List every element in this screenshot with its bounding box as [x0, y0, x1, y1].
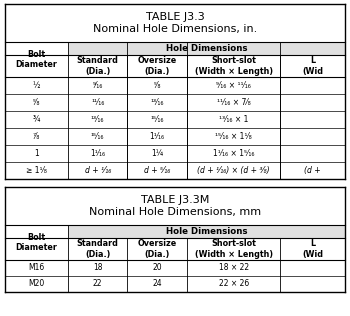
Text: Bolt
Diameter: Bolt Diameter — [15, 233, 57, 252]
Text: ⁵⁄₈: ⁵⁄₈ — [153, 81, 161, 90]
Text: ⁹⁄₁₆: ⁹⁄₁₆ — [92, 81, 103, 90]
Text: Oversize
(Dia.): Oversize (Dia.) — [138, 56, 177, 76]
Text: ⁹⁄₁₆ × ¹¹⁄₁₆: ⁹⁄₁₆ × ¹¹⁄₁₆ — [216, 81, 251, 90]
Text: Hole Dimensions: Hole Dimensions — [166, 44, 247, 53]
Text: 20: 20 — [152, 264, 162, 272]
Text: ½: ½ — [33, 81, 40, 90]
Text: ≥ 1¹⁄₈: ≥ 1¹⁄₈ — [26, 166, 47, 175]
Text: Standard
(Dia.): Standard (Dia.) — [77, 56, 119, 76]
Text: Short-slot
(Width × Length): Short-slot (Width × Length) — [195, 56, 273, 76]
Text: ¹³⁄₁₆: ¹³⁄₁₆ — [91, 115, 104, 124]
Text: Bolt
Diameter: Bolt Diameter — [15, 50, 57, 69]
Text: ¹⁵⁄₁₆: ¹⁵⁄₁₆ — [150, 115, 164, 124]
Text: 1¹⁄₁₆: 1¹⁄₁₆ — [90, 149, 105, 158]
Text: TABLE J3.3
Nominal Hole Dimensions, in.: TABLE J3.3 Nominal Hole Dimensions, in. — [93, 12, 257, 34]
Text: L
(Wid: L (Wid — [302, 56, 323, 76]
Bar — [68, 225, 345, 238]
Text: ¹³⁄₁₆: ¹³⁄₁₆ — [150, 98, 164, 107]
Text: M16: M16 — [28, 264, 44, 272]
Text: 22 × 26: 22 × 26 — [218, 279, 249, 289]
Bar — [127, 42, 128, 55]
Text: 24: 24 — [152, 279, 162, 289]
Text: 18 × 22: 18 × 22 — [219, 264, 249, 272]
Text: ¹¹⁄₁₆ × 7⁄₈: ¹¹⁄₁₆ × 7⁄₈ — [217, 98, 251, 107]
Text: 1¹⁄₁₆: 1¹⁄₁₆ — [149, 132, 165, 141]
Text: Oversize
(Dia.): Oversize (Dia.) — [138, 239, 177, 259]
Text: ¹¹⁄₁₆: ¹¹⁄₁₆ — [91, 98, 104, 107]
Text: 1¹⁄₁₆ × 1⁵⁄₁₆: 1¹⁄₁₆ × 1⁵⁄₁₆ — [213, 149, 254, 158]
Text: d + ¹⁄₁₆: d + ¹⁄₁₆ — [85, 166, 111, 175]
Text: ¹⁵⁄₁₆: ¹⁵⁄₁₆ — [91, 132, 104, 141]
Text: Hole Dimensions: Hole Dimensions — [166, 227, 247, 236]
Text: (d +: (d + — [304, 166, 321, 175]
Text: 22: 22 — [93, 279, 103, 289]
Text: ⁵⁄₈: ⁵⁄₈ — [33, 98, 40, 107]
Text: d + ⁵⁄₁₆: d + ⁵⁄₁₆ — [144, 166, 170, 175]
Bar — [280, 42, 281, 55]
Text: 1: 1 — [34, 149, 39, 158]
Text: ¹³⁄₁₆ × 1: ¹³⁄₁₆ × 1 — [219, 115, 248, 124]
Text: Standard
(Dia.): Standard (Dia.) — [77, 239, 119, 259]
Text: ⁷⁄₈: ⁷⁄₈ — [33, 132, 40, 141]
Bar — [127, 42, 128, 55]
Text: L
(Wid: L (Wid — [302, 239, 323, 259]
Bar — [280, 42, 281, 55]
Text: (d + ¹⁄₁₆) × (d + ³⁄₈): (d + ¹⁄₁₆) × (d + ³⁄₈) — [197, 166, 270, 175]
Text: M20: M20 — [28, 279, 44, 289]
Text: 18: 18 — [93, 264, 103, 272]
Bar — [68, 42, 345, 55]
Text: ¹⁵⁄₁₆ × 1¹⁄₈: ¹⁵⁄₁₆ × 1¹⁄₈ — [215, 132, 252, 141]
Text: 1¼: 1¼ — [151, 149, 163, 158]
Text: TABLE J3.3M
Nominal Hole Dimensions, mm: TABLE J3.3M Nominal Hole Dimensions, mm — [89, 195, 261, 217]
Text: ¾: ¾ — [33, 115, 40, 124]
Text: Short-slot
(Width × Length): Short-slot (Width × Length) — [195, 239, 273, 259]
